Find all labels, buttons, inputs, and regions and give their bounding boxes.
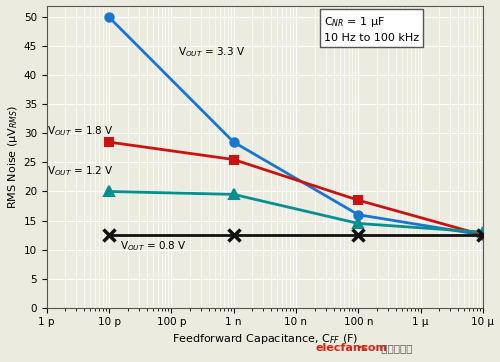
Y-axis label: RMS Noise (μV$_{RMS}$): RMS Noise (μV$_{RMS}$) [6, 105, 20, 209]
Text: elecfans: elecfans [315, 343, 368, 353]
Text: ·com: ·com [358, 343, 388, 353]
X-axis label: Feedforward Capacitance, C$_{FF}$ (F): Feedforward Capacitance, C$_{FF}$ (F) [172, 332, 358, 346]
Text: V$_{OUT}$ = 1.8 V: V$_{OUT}$ = 1.8 V [46, 125, 114, 138]
Text: V$_{OUT}$ = 3.3 V: V$_{OUT}$ = 3.3 V [178, 45, 246, 59]
Text: C$_{NR}$ = 1 μF
10 Hz to 100 kHz: C$_{NR}$ = 1 μF 10 Hz to 100 kHz [324, 14, 419, 43]
Text: V$_{OUT}$ = 0.8 V: V$_{OUT}$ = 0.8 V [120, 240, 187, 253]
Text: 电子发烧友: 电子发烧友 [378, 343, 412, 353]
Text: V$_{OUT}$ = 1.2 V: V$_{OUT}$ = 1.2 V [46, 164, 113, 178]
